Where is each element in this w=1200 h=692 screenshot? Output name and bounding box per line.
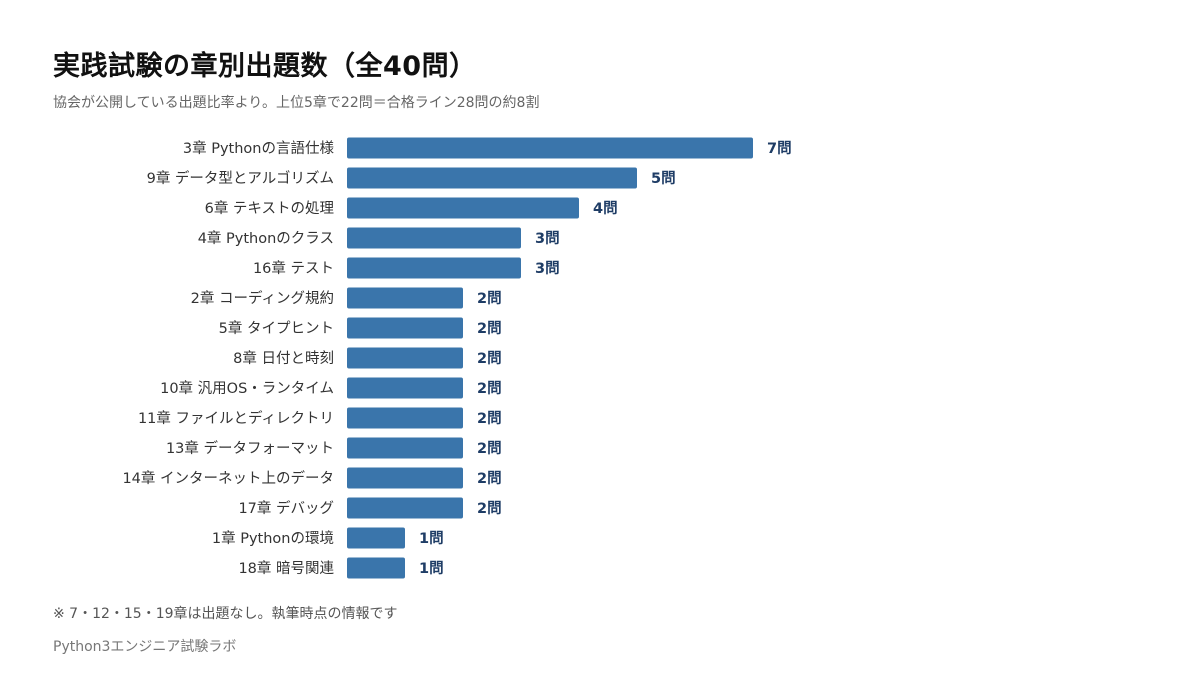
- bar: [347, 407, 463, 429]
- value-label: 2問: [477, 320, 502, 337]
- bar: [347, 497, 463, 519]
- bar: [347, 257, 521, 279]
- value-label: 2問: [477, 290, 502, 307]
- category-label: 11章 ファイルとディレクトリ: [138, 409, 334, 427]
- category-label: 2章 コーディング規約: [191, 289, 334, 307]
- category-label: 18章 暗号関連: [238, 559, 334, 577]
- category-label: 10章 汎用OS・ランタイム: [160, 379, 334, 397]
- value-label: 2問: [477, 410, 502, 427]
- value-label: 1問: [419, 560, 444, 577]
- footnote: ※ 7・12・15・19章は出題なし。執筆時点の情報です: [53, 606, 398, 622]
- bar: [347, 557, 405, 579]
- bar: [347, 287, 463, 309]
- category-label: 8章 日付と時刻: [233, 349, 334, 367]
- value-label: 5問: [651, 170, 676, 187]
- bar: [347, 377, 463, 399]
- value-label: 3問: [535, 260, 560, 277]
- bar: [347, 137, 753, 159]
- bar: [347, 527, 405, 549]
- category-label: 3章 Pythonの言語仕様: [183, 139, 335, 157]
- bar: [347, 467, 463, 489]
- value-label: 2問: [477, 500, 502, 517]
- category-label: 17章 デバッグ: [238, 499, 334, 517]
- value-label: 2問: [477, 470, 502, 487]
- value-label: 1問: [419, 530, 444, 547]
- chart-subtitle: 協会が公開している出題比率より。上位5章で22問＝合格ライン28問の約8割: [53, 95, 540, 111]
- value-label: 7問: [767, 140, 792, 157]
- category-label: 6章 テキストの処理: [205, 199, 335, 217]
- category-label: 16章 テスト: [253, 259, 334, 277]
- category-label: 4章 Pythonのクラス: [198, 229, 334, 247]
- category-label: 5章 タイプヒント: [219, 319, 334, 337]
- value-label: 4問: [593, 200, 618, 217]
- bar: [347, 437, 463, 459]
- bar: [347, 227, 521, 249]
- value-label: 3問: [535, 230, 560, 247]
- chart-title: 実践試験の章別出題数（全40問）: [53, 51, 477, 82]
- value-label: 2問: [477, 380, 502, 397]
- category-label: 9章 データ型とアルゴリズム: [147, 169, 334, 187]
- source-label: Python3エンジニア試験ラボ: [53, 639, 237, 655]
- value-label: 2問: [477, 350, 502, 367]
- category-label: 14章 インターネット上のデータ: [122, 469, 334, 487]
- bar: [347, 197, 579, 219]
- bar: [347, 347, 463, 369]
- bar: [347, 167, 637, 189]
- category-label: 13章 データフォーマット: [166, 439, 334, 457]
- category-label: 1章 Pythonの環境: [212, 529, 334, 547]
- bar: [347, 317, 463, 339]
- value-label: 2問: [477, 440, 502, 457]
